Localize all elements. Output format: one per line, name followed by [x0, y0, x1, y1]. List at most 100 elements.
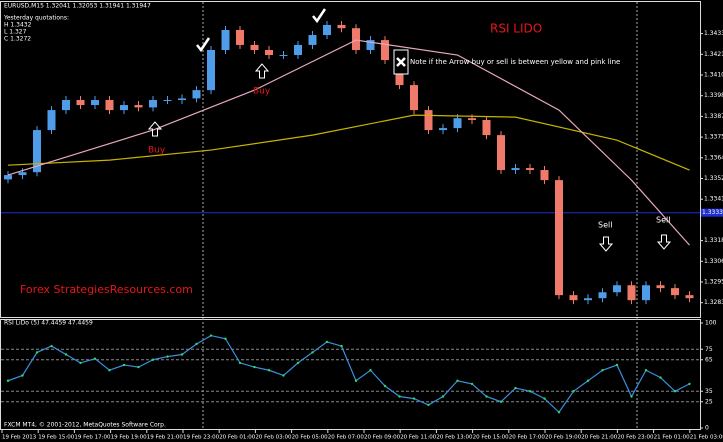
- sell-label: Sell: [598, 221, 612, 230]
- candle: [250, 44, 259, 50]
- candle: [468, 118, 476, 120]
- rsi-dot: [398, 395, 401, 398]
- rsi-dot: [35, 351, 39, 354]
- rsi-dot: [499, 400, 503, 403]
- candle: [540, 170, 549, 181]
- candle: [76, 100, 85, 106]
- x-tick-label: 19 Feb 19:00: [111, 435, 148, 441]
- candle: [656, 285, 665, 289]
- rsi-panel: [0, 319, 701, 430]
- candle: [265, 49, 273, 56]
- candle: [555, 180, 563, 296]
- y-tick-label: 1.33985: [704, 92, 723, 99]
- candle: [279, 55, 288, 57]
- moving-average: [7, 114, 690, 171]
- y-tick-label: 1.34330: [704, 30, 723, 37]
- rsi-dot: [311, 351, 314, 354]
- watermark: Forex StrategiesResources.com: [20, 283, 193, 296]
- rsi-dot: [151, 358, 155, 361]
- candle: [178, 98, 186, 101]
- yesterday-low: L 1.327: [4, 29, 27, 36]
- y-tick-label: 1.32950: [704, 279, 723, 286]
- x-tick-label: 20 Feb 05:00: [292, 435, 329, 441]
- candle: [149, 100, 157, 108]
- candle: [236, 30, 244, 45]
- x-tick-label: 20 Feb 01:00: [219, 435, 256, 441]
- x-tick-label: 20 Feb 09:00: [364, 435, 401, 441]
- y-tick-label: 1.33870: [704, 113, 723, 120]
- y-tick-label: 65: [705, 356, 713, 363]
- candle: [381, 40, 389, 61]
- x-tick-label: 20 Feb 07:00: [328, 435, 365, 441]
- yesterday-high: H 1.3432: [4, 22, 32, 29]
- rsi-line: [7, 334, 690, 414]
- candle: [308, 35, 317, 45]
- rsi-dot: [282, 374, 285, 377]
- candle: [671, 288, 679, 296]
- rsi-title: RSI LiDo (5) 47.4459 47.4459: [4, 320, 93, 327]
- candle: [221, 30, 230, 50]
- y-tick-label: 75: [705, 346, 713, 353]
- candle: [33, 130, 41, 173]
- candle: [482, 120, 491, 136]
- rsi-dot: [572, 390, 575, 393]
- x-tick-label: 19 Feb 21:00: [147, 435, 184, 441]
- y-tick-label: 1.33755: [704, 134, 723, 141]
- candle: [685, 295, 694, 299]
- candle: [569, 295, 578, 301]
- rsi-dot: [296, 361, 300, 365]
- yesterday-header: Yesterday quotations:: [3, 15, 69, 22]
- rsi-dot: [195, 342, 198, 346]
- sell-arrow: [598, 236, 614, 252]
- y-tick-label: 25: [705, 398, 713, 405]
- rsi-dot: [93, 357, 97, 360]
- rsi-dot: [456, 379, 459, 382]
- y-tick-label: 1.32835: [704, 299, 723, 306]
- rsi-dot: [644, 369, 648, 372]
- y-tick-label: 1.33640: [704, 154, 723, 161]
- candle: [4, 175, 12, 180]
- candle: [105, 100, 114, 111]
- candle: [642, 285, 650, 301]
- check-icon: [312, 8, 327, 24]
- rsi-dot: [79, 361, 82, 365]
- yesterday-close: C 1.3272: [4, 36, 31, 43]
- marks: [1, 20, 700, 414]
- candle: [134, 105, 143, 108]
- candle: [62, 100, 70, 111]
- y-tick-label: 1.34100: [704, 72, 723, 79]
- rsi-dot: [688, 382, 691, 386]
- buy-arrow: [254, 63, 270, 79]
- candle: [526, 168, 534, 171]
- rsi-dot: [64, 353, 68, 356]
- rsi-dot: [673, 390, 677, 393]
- y-tick-label: 0: [705, 425, 709, 432]
- buy-arrow: [147, 121, 163, 137]
- moving-average: [7, 39, 690, 246]
- rsi-dot: [528, 390, 532, 393]
- rsi-dot: [354, 379, 358, 382]
- x-tick-label: 19 Feb 2013: [2, 435, 37, 441]
- rsi-dot: [586, 379, 590, 382]
- x-tick-label: 20 Feb 19:00: [545, 435, 582, 441]
- rsi-dot: [253, 365, 256, 369]
- x-tick-label: 20 Feb 17:00: [509, 435, 546, 441]
- close-icon: [396, 57, 406, 67]
- window-title: EURUSD,M15 1.32041 1.32053 1.31941 1.319…: [4, 3, 151, 10]
- price-panel: [0, 1, 701, 318]
- buy-label: Buy: [148, 146, 166, 156]
- rsi-dot: [659, 376, 662, 379]
- candle: [192, 90, 201, 99]
- candle: [453, 118, 462, 129]
- rsi-dot: [470, 382, 474, 386]
- y-tick-label: 35: [705, 388, 713, 395]
- rsi-dot: [137, 365, 140, 369]
- candle: [598, 292, 607, 299]
- candle: [511, 168, 520, 171]
- candle: [439, 128, 447, 131]
- x-tick-label: 20 Feb 03:00: [255, 435, 292, 441]
- candle: [337, 24, 346, 29]
- rsi-dot: [383, 384, 387, 388]
- rsi-dot: [166, 355, 169, 358]
